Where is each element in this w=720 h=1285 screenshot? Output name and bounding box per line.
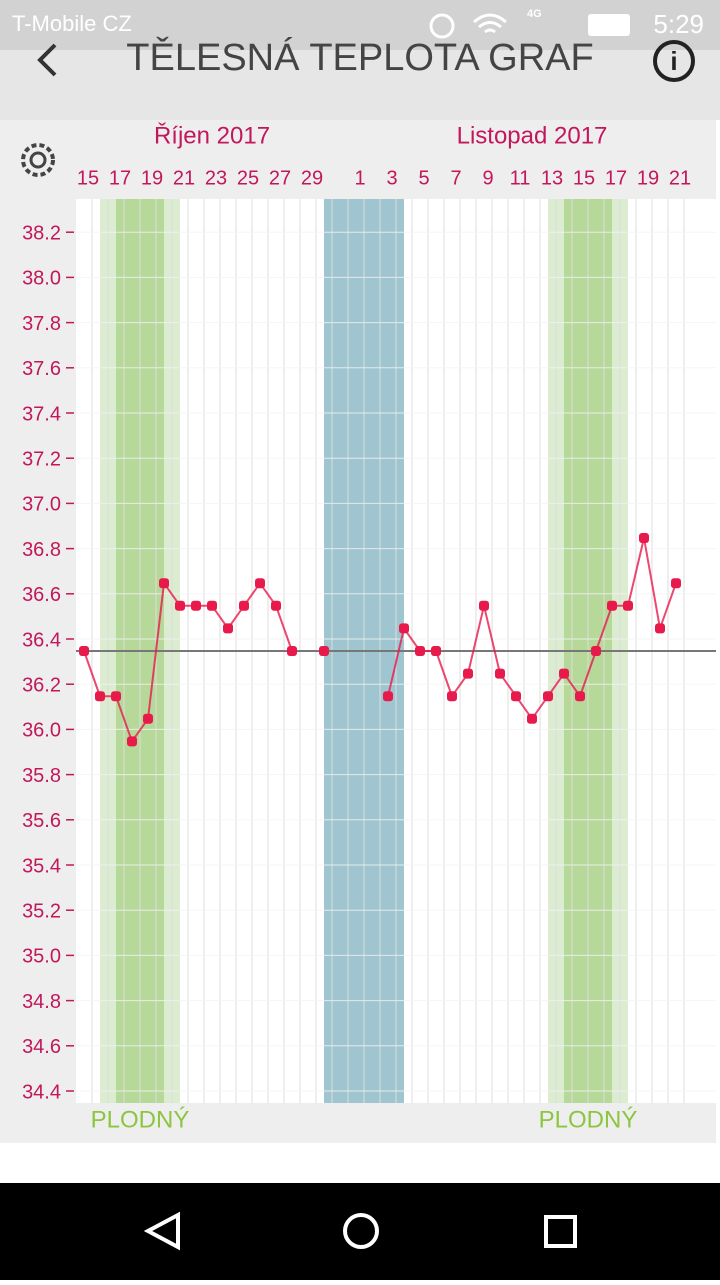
info-icon: i (670, 46, 677, 76)
y-tick-label: 37.4 (22, 403, 61, 425)
x-tick-label: 29 (301, 167, 323, 189)
x-tick-label: 17 (109, 167, 131, 189)
x-tick-label: 19 (141, 167, 163, 189)
temperature-point (511, 691, 521, 702)
clock: 5:29 (653, 9, 704, 39)
temperature-point (623, 600, 633, 611)
y-tick-label: 35.2 (22, 900, 61, 922)
x-tick-label: 17 (605, 167, 627, 189)
y-tick-label: 34.6 (22, 1036, 61, 1058)
carrier: T-Mobile CZ (12, 11, 132, 36)
y-tick-label: 35.0 (22, 946, 61, 968)
temperature-point (671, 578, 681, 589)
temperature-point (239, 600, 249, 611)
temperature-point (191, 600, 201, 611)
temperature-point (591, 646, 601, 656)
temperature-point (79, 646, 89, 656)
temperature-point (111, 691, 121, 702)
temperature-point (415, 646, 425, 656)
y-tick-label: 36.8 (22, 539, 61, 561)
y-tick-label: 37.2 (22, 448, 61, 470)
temperature-point (607, 600, 617, 611)
x-tick-label: 11 (510, 167, 531, 189)
x-tick-label: 3 (386, 167, 397, 189)
y-tick-label: 36.2 (22, 674, 61, 696)
screen-title: TĚLESNÁ TEPLOTA GRAF (126, 36, 593, 79)
x-tick-label: 27 (269, 167, 291, 189)
month-label: Říjen 2017 (154, 122, 270, 149)
y-tick-label: 36.6 (22, 584, 61, 606)
x-tick-label: 25 (237, 167, 259, 189)
x-tick-label: 19 (637, 167, 659, 189)
y-tick-label: 37.6 (22, 358, 61, 380)
fertile-label: PLODNÝ (539, 1106, 638, 1133)
x-tick-label: 23 (205, 167, 227, 189)
month-label: Listopad 2017 (457, 122, 608, 149)
temperature-point (559, 668, 569, 679)
y-tick-label: 37.8 (22, 313, 61, 335)
temperature-point (207, 600, 217, 611)
gear-hub (29, 151, 47, 169)
settings-button[interactable] (21, 143, 55, 177)
nav-bar (0, 1183, 720, 1280)
y-tick-label: 38.2 (22, 222, 61, 244)
temperature-point (463, 668, 473, 679)
x-tick-label: 1 (354, 167, 365, 189)
temperature-point (255, 578, 265, 589)
y-tick-label: 35.8 (22, 765, 61, 787)
gear-teeth (21, 143, 55, 177)
x-tick-label: 13 (541, 167, 563, 189)
temperature-point (655, 623, 665, 634)
network: 4G (527, 8, 542, 20)
temperature-point (479, 600, 489, 611)
back-button[interactable] (37, 43, 57, 77)
y-tick-label: 38.0 (22, 268, 61, 290)
alarm-icon (429, 13, 455, 39)
battery (588, 14, 630, 36)
y-tick-label: 35.4 (22, 855, 61, 877)
x-tick-label: 21 (669, 167, 691, 189)
x-tick-label: 15 (573, 167, 595, 189)
y-tick-label: 36.0 (22, 720, 61, 742)
temperature-point (143, 713, 153, 724)
temperature-point (287, 646, 297, 656)
y-tick-label: 34.8 (22, 991, 61, 1013)
plot: PLODNÝ PLODNÝ 34.4 34.6 34.8 35.0 35.2 35.4 35.6… (22, 122, 716, 1133)
info-button[interactable] (653, 40, 695, 82)
temperature-point (319, 646, 329, 656)
y-tick-label: 34.4 (22, 1081, 61, 1103)
fertile-label: PLODNÝ (91, 1106, 190, 1133)
temperature-point (159, 578, 169, 589)
x-tick-label: 21 (173, 167, 195, 189)
temperature-point (399, 623, 409, 634)
x-tick-label: 5 (418, 167, 429, 189)
nav-back[interactable] (143, 1211, 180, 1251)
x-tick-label: 15 (77, 167, 99, 189)
temperature-point (495, 668, 505, 679)
nav-recent[interactable] (544, 1215, 577, 1248)
nav-home[interactable] (343, 1213, 379, 1249)
temperature-point (527, 713, 537, 724)
wifi-icon (473, 13, 507, 34)
x-tick-label: 7 (450, 167, 461, 189)
temperature-point (175, 600, 185, 611)
y-tick-label: 36.4 (22, 629, 61, 651)
y-tick-label: 37.0 (22, 494, 61, 516)
temperature-point (223, 623, 233, 634)
y-tick-label: 35.6 (22, 810, 61, 832)
temperature-point (639, 533, 649, 543)
temperature-point (447, 691, 457, 702)
temperature-point (431, 646, 441, 656)
temperature-point (95, 691, 105, 702)
temperature-point (383, 691, 393, 702)
temperature-point (575, 691, 585, 702)
temperature-point (271, 600, 281, 611)
x-tick-label: 9 (482, 167, 493, 189)
temperature-point (127, 736, 137, 747)
temperature-point (543, 691, 553, 702)
